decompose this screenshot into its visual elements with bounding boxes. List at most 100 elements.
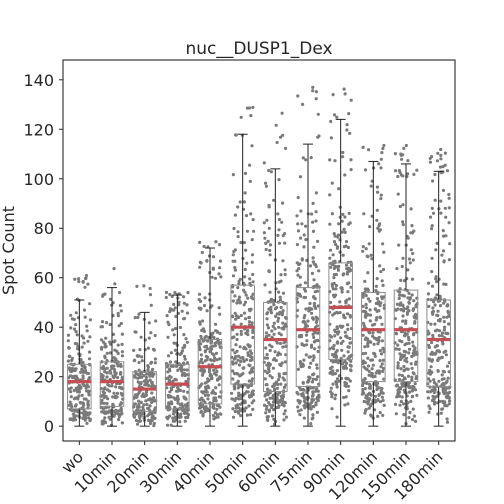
strip-point	[439, 199, 443, 203]
strip-point	[186, 390, 190, 394]
strip-point	[369, 184, 373, 188]
box-iqr	[263, 301, 288, 393]
strip-point	[276, 319, 280, 323]
strip-point	[283, 409, 287, 413]
strip-point	[102, 407, 106, 411]
strip-point	[211, 267, 215, 271]
strip-point	[81, 280, 85, 284]
strip-point	[414, 375, 418, 379]
strip-point	[404, 143, 408, 148]
strip-point	[395, 383, 400, 387]
strip-point	[340, 362, 345, 366]
strip-point	[149, 303, 153, 307]
strip-point	[248, 371, 252, 375]
strip-point	[114, 385, 118, 389]
strip-point	[282, 418, 286, 422]
strip-point	[168, 307, 172, 311]
strip-point	[407, 291, 411, 295]
strip-point	[405, 360, 409, 364]
strip-point	[433, 303, 437, 307]
strip-point	[173, 377, 177, 381]
strip-point	[431, 398, 435, 402]
strip-point	[341, 155, 345, 159]
strip-point	[132, 414, 136, 418]
strip-point	[366, 288, 370, 292]
strip-point	[149, 360, 154, 364]
strip-point	[213, 344, 217, 348]
strip-point	[447, 396, 451, 400]
box-iqr	[197, 339, 223, 405]
strip-point	[313, 304, 317, 308]
strip-point	[304, 307, 308, 311]
strip-point	[85, 324, 89, 328]
strip-point	[82, 413, 86, 417]
strip-point	[414, 316, 418, 320]
strip-point	[207, 378, 211, 382]
strip-point	[262, 231, 266, 235]
strip-point	[381, 369, 385, 374]
strip-point	[283, 268, 287, 272]
strip-point	[237, 406, 241, 410]
strip-point	[88, 302, 92, 306]
strip-point	[166, 376, 170, 380]
strip-point	[410, 354, 414, 359]
strip-point	[67, 346, 71, 350]
strip-point	[183, 357, 187, 361]
strip-point	[230, 314, 234, 318]
strip-point	[379, 157, 383, 161]
strip-point	[375, 277, 379, 281]
strip-point	[203, 405, 207, 409]
strip-point	[363, 361, 367, 365]
strip-point	[201, 370, 205, 374]
strip-point	[375, 218, 379, 222]
strip-point	[183, 419, 187, 423]
strip-point	[69, 390, 73, 394]
strip-point	[406, 268, 410, 272]
strip-point	[173, 410, 177, 414]
strip-point	[267, 168, 271, 173]
strip-point	[314, 320, 318, 324]
strip-point	[313, 263, 318, 267]
strip-point	[231, 415, 236, 419]
strip-point	[177, 300, 181, 304]
strip-point	[271, 403, 275, 407]
strip-point	[81, 402, 85, 406]
strip-point	[443, 151, 447, 155]
strip-point	[211, 255, 216, 259]
strip-point	[119, 409, 123, 413]
strip-point	[344, 395, 348, 399]
strip-point	[344, 301, 348, 305]
strip-point	[311, 405, 315, 409]
strip-point	[446, 332, 450, 336]
strip-point	[395, 302, 399, 306]
strip-point	[336, 268, 340, 272]
strip-point	[398, 293, 402, 297]
strip-point	[345, 267, 349, 271]
strip-point	[343, 380, 347, 385]
strip-point	[380, 362, 384, 366]
strip-point	[447, 221, 451, 225]
strip-point	[148, 404, 152, 408]
strip-point	[374, 301, 378, 305]
strip-point	[380, 395, 384, 399]
strip-point	[75, 377, 79, 381]
strip-point	[282, 404, 286, 408]
strip-point	[379, 193, 383, 197]
strip-point	[243, 317, 248, 321]
box-180min	[426, 170, 451, 427]
box-iqr	[67, 363, 92, 410]
strip-point	[250, 144, 254, 148]
strip-point	[165, 314, 169, 318]
strip-point	[113, 370, 117, 374]
strip-point	[249, 307, 253, 311]
strip-point	[234, 372, 238, 376]
strip-point	[235, 404, 239, 408]
strip-point	[411, 344, 415, 348]
strip-point	[435, 159, 440, 163]
strip-point	[316, 112, 320, 116]
y-tick-label: 0	[44, 417, 54, 436]
strip-point	[314, 389, 318, 393]
strip-point	[214, 399, 218, 403]
strip-point	[398, 339, 402, 343]
